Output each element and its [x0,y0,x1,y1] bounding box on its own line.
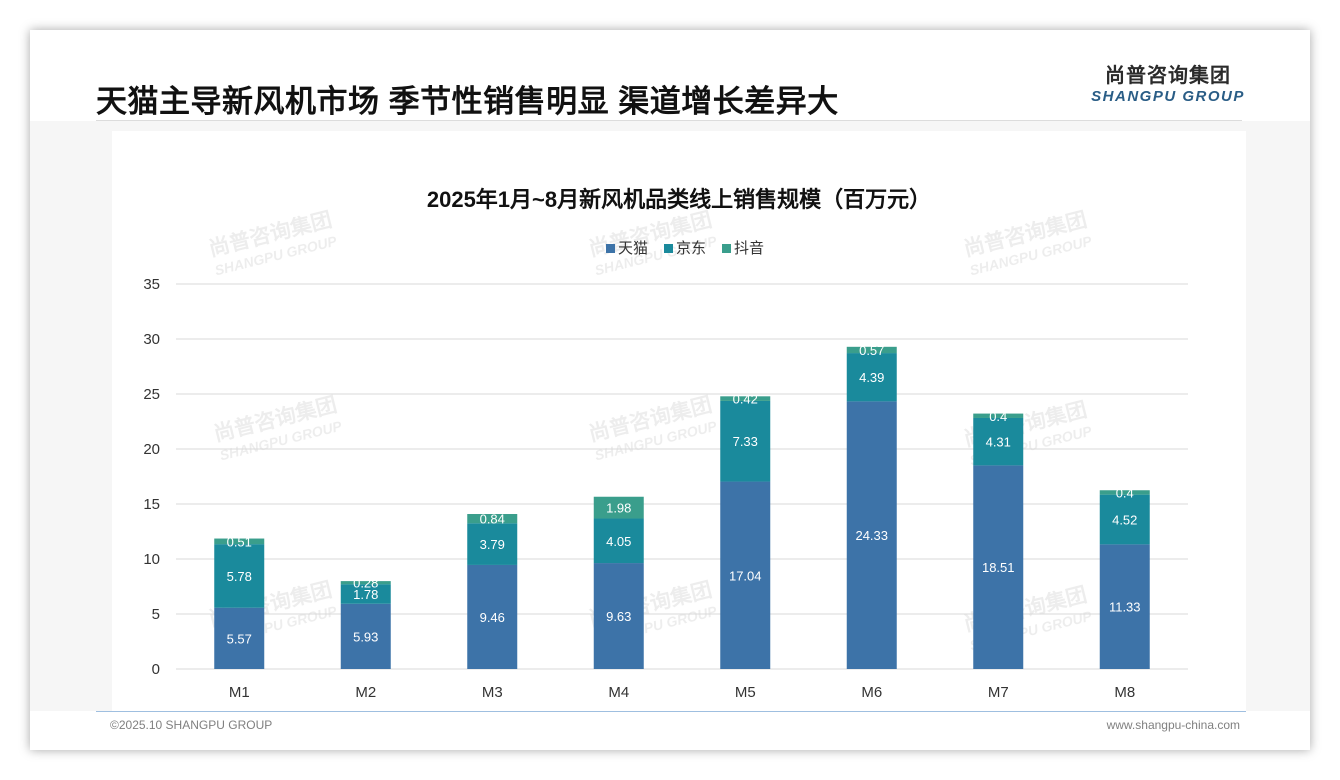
data-label: 0.4 [1116,485,1134,500]
data-label: 4.05 [606,534,631,549]
data-label: 24.33 [855,528,888,543]
data-label: 3.79 [480,537,505,552]
data-label: 0.57 [859,343,884,358]
bar-segment [593,518,644,564]
data-label: 4.52 [1112,513,1137,528]
bar-segment [720,400,771,482]
data-label: 4.39 [859,370,884,385]
data-label: 17.04 [729,568,762,583]
footer-website: www.shangpu-china.com [1106,718,1240,732]
y-tick-label: 10 [143,551,160,568]
bar-segment [720,481,771,669]
data-label: 0.42 [733,392,758,407]
bar-segment [214,544,265,608]
bar-segment [214,607,265,669]
data-label: 0.84 [480,512,505,527]
legend-label-3: 抖音 [734,240,764,257]
y-tick-label: 30 [143,331,160,348]
bar-segment [340,581,391,585]
x-tick-label: M1 [229,684,250,701]
data-label: 9.63 [606,609,631,624]
bar-segment [1099,544,1150,669]
logo-en: SHANGPU GROUP [1091,88,1245,105]
data-label: 7.33 [733,434,758,449]
chart-container: 尚普咨询集团 SHANGPU GROUP 尚普咨询集团 SHANGPU GROUP 尚普… [112,131,1246,713]
data-label: 9.46 [480,610,505,625]
data-label: 1.78 [353,587,378,602]
data-label: 5.57 [227,631,252,646]
legend-swatch-2 [664,244,673,253]
bar-segment [467,514,518,524]
x-tick-label: M7 [988,684,1009,701]
data-label: 18.51 [982,560,1015,575]
bar-segment [846,353,897,402]
slide: 天猫主导新风机市场 季节性销售明显 渠道增长差异大 尚普咨询集团 SHANGPU… [30,30,1310,750]
page-title: 天猫主导新风机市场 季节性销售明显 渠道增长差异大 [96,84,839,119]
footer-divider [96,711,1246,712]
bar-segment [973,413,1024,418]
x-tick-label: M4 [608,684,629,701]
data-label: 5.78 [227,569,252,584]
data-label: 11.33 [1109,600,1141,615]
bar-segment [720,396,771,401]
x-tick-label: M3 [482,684,503,701]
y-tick-label: 15 [143,496,160,513]
legend-swatch-1 [606,244,615,253]
y-tick-label: 5 [152,606,160,623]
bar-segment [340,603,391,669]
x-tick-label: M6 [861,684,882,701]
legend-swatch-3 [722,244,731,253]
x-tick-label: M8 [1114,684,1135,701]
data-label: 1.98 [606,501,631,516]
y-tick-label: 25 [143,386,160,403]
y-tick-label: 0 [152,661,160,678]
bar-segment [340,584,391,604]
bar-segment [846,401,897,669]
bar-segment [846,346,897,354]
bar-segment [467,523,518,565]
chart-title: 2025年1月~8月新风机品类线上销售规模（百万元） [427,187,931,212]
y-tick-label: 35 [143,276,160,293]
logo-cn: 尚普咨询集团 [1105,65,1231,87]
company-logo: 尚普咨询集团 SHANGPU GROUP [1088,64,1248,106]
legend-label-1: 天猫 [618,240,648,257]
bar-segment [593,563,644,669]
bar-segment [467,564,518,669]
data-label: 0.51 [227,534,252,549]
bar-segment [973,417,1024,466]
data-label: 0.4 [989,409,1007,424]
data-label: 0.28 [353,576,378,591]
header-divider [96,120,1242,121]
x-tick-label: M2 [355,684,376,701]
y-tick-label: 20 [143,441,160,458]
legend-label-2: 京东 [676,240,706,257]
footer-copyright: ©2025.10 SHANGPU GROUP [110,718,273,732]
bar-segment [593,496,644,519]
bar-segment [1099,490,1150,495]
data-label: 4.31 [986,435,1011,450]
bar-segment [973,465,1024,669]
bar-segment [214,538,265,545]
x-tick-label: M5 [735,684,756,701]
data-label: 5.93 [353,629,378,644]
bar-segment [1099,494,1150,545]
